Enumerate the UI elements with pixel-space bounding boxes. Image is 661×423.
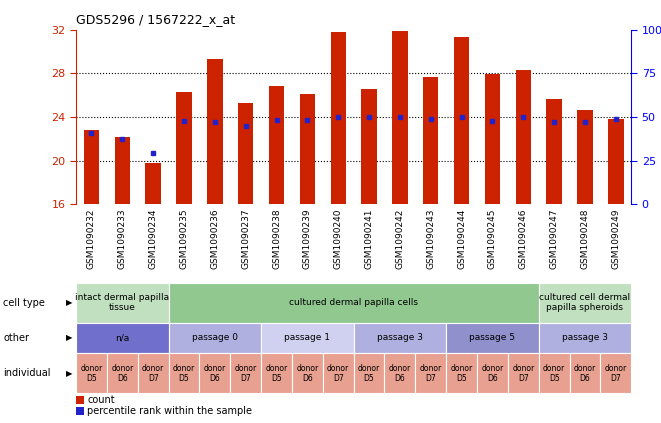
- Bar: [107, 353, 137, 393]
- Text: GDS5296 / 1567222_x_at: GDS5296 / 1567222_x_at: [76, 13, 235, 26]
- Text: other: other: [3, 333, 29, 343]
- Text: GSM1090238: GSM1090238: [272, 208, 281, 269]
- Text: donor
D6: donor D6: [389, 364, 411, 383]
- Text: GSM1090240: GSM1090240: [334, 208, 342, 269]
- Text: donor
D7: donor D7: [512, 364, 534, 383]
- Text: GSM1090239: GSM1090239: [303, 208, 312, 269]
- Text: GSM1090243: GSM1090243: [426, 208, 435, 269]
- Bar: [238, 103, 253, 204]
- Bar: [539, 283, 631, 323]
- Text: donor
D5: donor D5: [543, 364, 565, 383]
- Text: GSM1090245: GSM1090245: [488, 208, 497, 269]
- Text: n/a: n/a: [115, 333, 130, 343]
- Text: passage 1: passage 1: [284, 333, 330, 343]
- Text: individual: individual: [3, 368, 51, 378]
- Bar: [207, 59, 223, 204]
- Bar: [354, 323, 446, 353]
- Text: cultured cell dermal
papilla spheroids: cultured cell dermal papilla spheroids: [539, 293, 631, 312]
- Text: donor
D5: donor D5: [358, 364, 380, 383]
- Text: GSM1090248: GSM1090248: [580, 208, 590, 269]
- Bar: [261, 353, 292, 393]
- Bar: [446, 353, 477, 393]
- Bar: [114, 137, 130, 204]
- Bar: [169, 323, 261, 353]
- Text: donor
D6: donor D6: [111, 364, 134, 383]
- Bar: [169, 283, 539, 323]
- Bar: [169, 353, 200, 393]
- Text: donor
D5: donor D5: [451, 364, 473, 383]
- Bar: [508, 353, 539, 393]
- Bar: [176, 92, 192, 204]
- Bar: [516, 70, 531, 204]
- Text: GSM1090246: GSM1090246: [519, 208, 527, 269]
- Text: count: count: [87, 395, 115, 405]
- Text: cell type: cell type: [3, 298, 45, 308]
- Bar: [446, 323, 539, 353]
- Bar: [385, 353, 415, 393]
- Bar: [76, 353, 107, 393]
- Bar: [330, 32, 346, 204]
- Bar: [485, 74, 500, 204]
- Bar: [454, 37, 469, 204]
- Text: donor
D6: donor D6: [574, 364, 596, 383]
- Bar: [577, 110, 593, 204]
- Bar: [76, 323, 169, 353]
- Bar: [200, 353, 230, 393]
- Text: GSM1090234: GSM1090234: [149, 208, 157, 269]
- Bar: [570, 353, 600, 393]
- Bar: [261, 323, 354, 353]
- Text: GSM1090236: GSM1090236: [210, 208, 219, 269]
- Text: donor
D5: donor D5: [173, 364, 195, 383]
- Bar: [354, 353, 385, 393]
- Bar: [323, 353, 354, 393]
- Bar: [415, 353, 446, 393]
- Text: donor
D7: donor D7: [142, 364, 164, 383]
- Text: GSM1090232: GSM1090232: [87, 208, 96, 269]
- Bar: [423, 77, 438, 204]
- Bar: [608, 119, 623, 204]
- Text: passage 5: passage 5: [469, 333, 516, 343]
- Text: donor
D7: donor D7: [605, 364, 627, 383]
- Bar: [137, 353, 169, 393]
- Text: donor
D5: donor D5: [81, 364, 102, 383]
- Text: donor
D5: donor D5: [266, 364, 288, 383]
- Bar: [477, 353, 508, 393]
- Text: GSM1090235: GSM1090235: [180, 208, 188, 269]
- Text: passage 3: passage 3: [562, 333, 608, 343]
- Text: GSM1090241: GSM1090241: [365, 208, 373, 269]
- Bar: [299, 94, 315, 204]
- Bar: [539, 353, 570, 393]
- Bar: [84, 130, 99, 204]
- Text: ▶: ▶: [66, 369, 73, 378]
- Text: cultured dermal papilla cells: cultured dermal papilla cells: [289, 298, 418, 307]
- Text: donor
D6: donor D6: [296, 364, 319, 383]
- Bar: [145, 163, 161, 204]
- Text: GSM1090244: GSM1090244: [457, 208, 466, 269]
- Text: donor
D7: donor D7: [420, 364, 442, 383]
- Text: GSM1090233: GSM1090233: [118, 208, 127, 269]
- Bar: [600, 353, 631, 393]
- Bar: [539, 323, 631, 353]
- Text: GSM1090242: GSM1090242: [395, 208, 405, 269]
- Text: GSM1090249: GSM1090249: [611, 208, 620, 269]
- Bar: [392, 31, 408, 204]
- Text: donor
D6: donor D6: [204, 364, 226, 383]
- Text: GSM1090247: GSM1090247: [550, 208, 559, 269]
- Text: ▶: ▶: [66, 298, 73, 307]
- Text: GSM1090237: GSM1090237: [241, 208, 250, 269]
- Text: intact dermal papilla
tissue: intact dermal papilla tissue: [75, 293, 169, 312]
- Text: percentile rank within the sample: percentile rank within the sample: [87, 407, 253, 416]
- Bar: [230, 353, 261, 393]
- Bar: [76, 283, 169, 323]
- Text: passage 0: passage 0: [192, 333, 238, 343]
- Bar: [292, 353, 323, 393]
- Bar: [547, 99, 562, 204]
- Text: donor
D7: donor D7: [327, 364, 349, 383]
- Text: donor
D6: donor D6: [481, 364, 504, 383]
- Text: donor
D7: donor D7: [235, 364, 256, 383]
- Text: passage 3: passage 3: [377, 333, 423, 343]
- Bar: [362, 88, 377, 204]
- Bar: [269, 86, 284, 204]
- Text: ▶: ▶: [66, 333, 73, 343]
